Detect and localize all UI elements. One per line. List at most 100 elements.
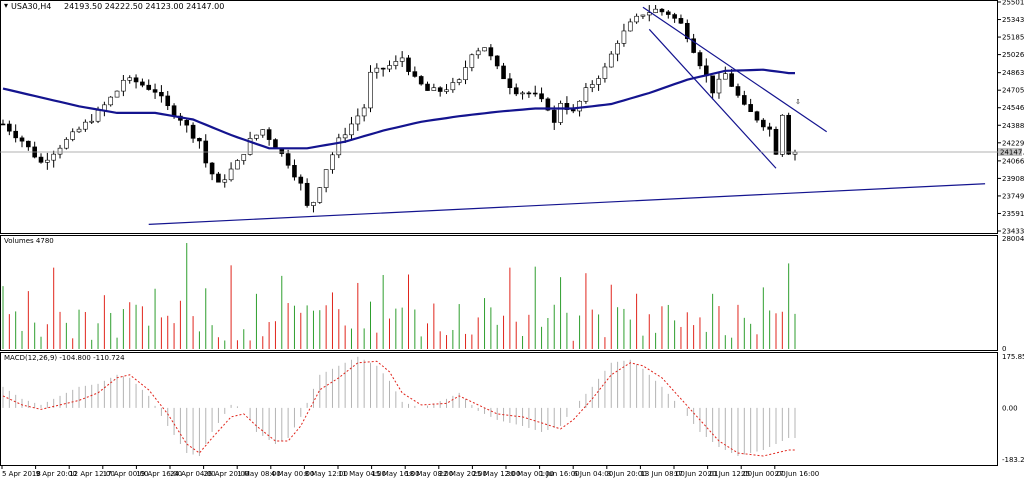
candle-body [336, 137, 342, 156]
candle-body [564, 103, 570, 110]
candle-body [761, 119, 766, 128]
candle-body [780, 114, 785, 155]
price-tick-label: 24066.70 [1002, 157, 1024, 165]
candle-body [317, 187, 323, 203]
candle-body [640, 14, 646, 17]
price-tick-label: 23908.30 [1002, 175, 1024, 183]
candle-body [444, 89, 449, 92]
candle-body [304, 182, 310, 206]
price-tick-label: 24229.90 [1002, 139, 1024, 147]
candle-body [165, 95, 171, 107]
macd-tick-label: 0.00 [1002, 404, 1018, 412]
candle-body [729, 73, 734, 87]
candle-body [425, 83, 430, 91]
candle-body [7, 123, 12, 132]
price-tick-label: 23749.90 [1002, 192, 1024, 200]
time-tick-label: 1 May 08:00 [237, 470, 281, 478]
candle-body [691, 38, 696, 53]
ohlc-values: 24193.50 24222.50 24123.00 24147.00 [64, 2, 224, 11]
candle-body [311, 202, 316, 206]
candle-body [520, 92, 525, 95]
candle-body [108, 96, 114, 106]
candle-body [247, 138, 253, 155]
candle-body [184, 120, 190, 126]
macd-label: MACD(12,26,9) -104.800 -110.724 [4, 354, 125, 362]
candle-body [672, 14, 677, 19]
candle-body [653, 8, 658, 13]
candle-body [710, 75, 715, 94]
price-tick-label: 23433.10 [1002, 228, 1024, 236]
candle-body [786, 114, 791, 155]
candle-body [342, 134, 348, 139]
candle-body [57, 147, 63, 155]
time-tick-label: 11 May 04:00 [338, 470, 386, 478]
candle-body [539, 93, 544, 100]
candle-body [140, 81, 145, 86]
macd-tick-label: 175.857 [1002, 353, 1024, 361]
candle-body [216, 173, 221, 183]
candle-body [412, 71, 418, 77]
candle-body [83, 121, 88, 130]
candle-body [38, 156, 44, 163]
candle-body [121, 79, 126, 92]
candle-body [292, 165, 297, 178]
candle-body [285, 153, 291, 166]
candle-body [634, 15, 639, 23]
time-tick-label: 22 May 20:00 [439, 470, 487, 478]
time-tick-label: 12 Apr 12:00 [69, 470, 115, 478]
candle-body [241, 154, 247, 161]
candle-body [437, 87, 443, 92]
candle-body [273, 139, 278, 149]
time-tick-label: 1 Jun 16:00 [540, 470, 580, 478]
time-tick-label: 5 Apr 2018 [2, 470, 41, 478]
volume-label: Volumes 4780 [4, 237, 54, 245]
candle-body [355, 115, 361, 125]
candle-body [127, 77, 133, 81]
volume-panel-frame [0, 235, 998, 351]
candle-body [475, 50, 481, 56]
price-tag-label: 24147.00 [1000, 148, 1024, 156]
candle-body [596, 78, 601, 85]
time-tick-label: 13 Jun 08:00 [640, 470, 684, 478]
candle-body [95, 110, 101, 122]
time-tick-label: 27 Jun 16:00 [775, 470, 819, 478]
candle-body [792, 151, 798, 155]
candle-body [431, 87, 437, 91]
candle-body [659, 8, 665, 13]
time-tick-label: 24 Apr 04:00 [170, 470, 216, 478]
candle-body [501, 65, 506, 80]
candle-body [406, 57, 411, 72]
candle-body [349, 123, 354, 136]
candle-body [51, 153, 56, 161]
price-tick-label: 25026.70 [1002, 51, 1024, 59]
time-tick-label: 8 May 12:00 [304, 470, 348, 478]
macd-panel-frame [0, 352, 998, 466]
moving-average-line [2, 68, 795, 150]
candle-body [330, 154, 335, 170]
candle-body [773, 128, 779, 155]
candle-body [197, 138, 202, 142]
candle-body [152, 89, 158, 93]
candle-body [323, 169, 329, 188]
time-tick-label: 17 Apr 00:00 [103, 470, 149, 478]
volume-bars [2, 243, 796, 349]
candle-body [482, 47, 487, 52]
candle-body [665, 11, 671, 15]
candle-body [13, 130, 18, 139]
menu-arrow-icon[interactable]: ▾ [4, 1, 8, 10]
candle-body [570, 109, 576, 112]
price-tick-label: 25343.50 [1002, 16, 1024, 24]
candle-body [266, 129, 272, 140]
candle-body [76, 128, 82, 133]
candle-body [209, 162, 215, 175]
candle-body [678, 18, 684, 24]
macd-signal-line [2, 360, 795, 457]
macd-histogram [2, 356, 796, 457]
candle-body [70, 131, 75, 140]
candle-body [159, 91, 164, 97]
time-tick-label: 9 Apr 20:00 [36, 470, 77, 478]
candle-body [627, 21, 633, 32]
